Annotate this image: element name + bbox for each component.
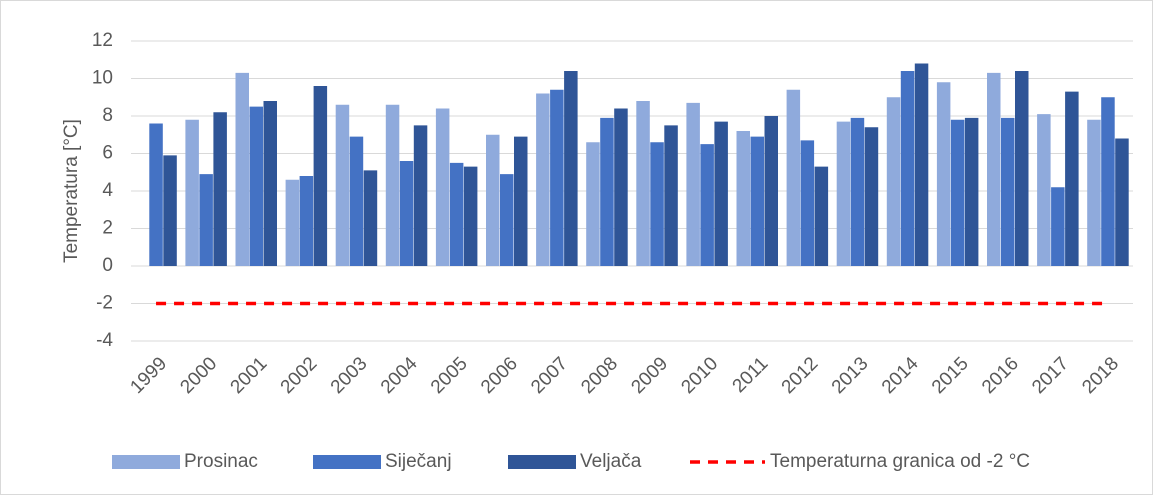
y-tick-label: -2 [96, 293, 113, 314]
bar [764, 116, 778, 266]
bar [786, 89, 801, 266]
legend-swatch [112, 455, 180, 469]
bar [1087, 119, 1101, 266]
bar [1037, 114, 1051, 266]
y-tick-label: 10 [92, 68, 113, 89]
bar [213, 112, 227, 266]
bar [249, 106, 263, 266]
bar [614, 108, 628, 266]
bar [900, 71, 915, 266]
y-tick-label: -4 [96, 330, 113, 351]
legend-swatch [508, 455, 576, 469]
bar [650, 142, 664, 266]
legend-label: Prosinac [184, 451, 258, 472]
bar [285, 179, 300, 266]
bar [987, 72, 1001, 266]
bar [814, 166, 829, 266]
bar [550, 89, 564, 266]
bar [486, 134, 500, 266]
bar [1065, 91, 1079, 266]
y-tick-label: 2 [102, 218, 113, 239]
legend-label: Temperaturna granica od -2 °C [770, 451, 1030, 472]
bar [536, 93, 550, 266]
bar [514, 136, 528, 266]
bar [700, 144, 714, 266]
bar [886, 97, 901, 266]
y-tick-label: 0 [102, 255, 113, 276]
bar [636, 101, 650, 266]
bar [463, 166, 478, 266]
bar [1051, 187, 1065, 266]
bar [864, 127, 879, 266]
bar [850, 117, 865, 266]
bar [449, 162, 464, 266]
bar [299, 176, 314, 266]
bar [185, 119, 199, 266]
bar [750, 136, 764, 266]
bar [664, 125, 678, 266]
bar [800, 140, 815, 266]
y-tick-label: 4 [102, 180, 113, 201]
bar [1001, 117, 1015, 266]
y-tick-label: 8 [102, 105, 113, 126]
bar [149, 123, 163, 266]
legend-label: Veljača [580, 451, 642, 472]
bar [714, 121, 728, 266]
bar [349, 136, 364, 266]
bar [335, 104, 350, 266]
bar [399, 161, 414, 266]
bar [163, 155, 177, 266]
bar [235, 72, 249, 266]
bar [1115, 138, 1129, 266]
bar [263, 101, 277, 266]
bar [564, 71, 578, 266]
bar [950, 119, 965, 266]
y-axis-label: Temperatura [°C] [61, 119, 82, 263]
bar [435, 108, 450, 266]
bar [686, 102, 700, 266]
bar [363, 170, 378, 266]
bar [586, 142, 600, 266]
bar [500, 174, 514, 266]
bar [600, 117, 614, 266]
bar [413, 125, 428, 266]
bar [936, 82, 951, 266]
bar [736, 131, 750, 266]
legend-label: Siječanj [385, 451, 452, 472]
y-tick-label: 6 [102, 143, 113, 164]
bar [313, 86, 328, 266]
bar [836, 121, 851, 266]
y-tick-label: 12 [92, 30, 113, 51]
bar [914, 63, 929, 266]
legend-swatch [313, 455, 381, 469]
bar [1101, 97, 1115, 266]
bar [1015, 71, 1029, 266]
bar [199, 174, 213, 266]
bar [964, 117, 979, 266]
bar [385, 104, 400, 266]
